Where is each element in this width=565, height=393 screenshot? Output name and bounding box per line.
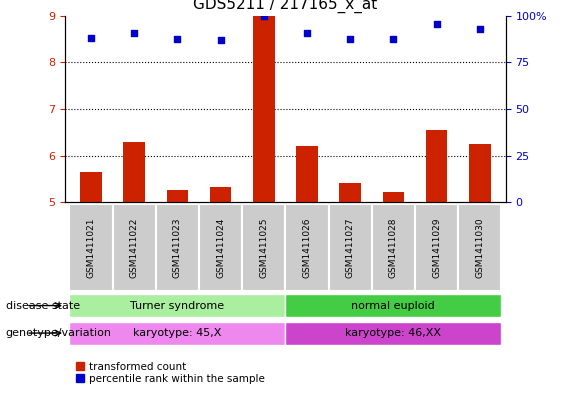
- Bar: [285, 204, 328, 291]
- Bar: [253, 16, 275, 202]
- Bar: [340, 183, 361, 202]
- Text: GSM1411029: GSM1411029: [432, 217, 441, 278]
- Text: GSM1411022: GSM1411022: [129, 217, 138, 278]
- Bar: [285, 321, 501, 345]
- Bar: [69, 321, 285, 345]
- Bar: [210, 187, 231, 202]
- Text: normal euploid: normal euploid: [351, 301, 435, 310]
- Point: [173, 36, 182, 42]
- Title: GDS5211 / 217165_x_at: GDS5211 / 217165_x_at: [193, 0, 377, 13]
- Bar: [372, 204, 415, 291]
- Bar: [80, 172, 102, 202]
- Bar: [426, 130, 447, 202]
- Point: [216, 37, 225, 44]
- Text: GSM1411021: GSM1411021: [86, 217, 95, 278]
- Bar: [69, 294, 285, 317]
- Bar: [199, 204, 242, 291]
- Bar: [383, 192, 404, 202]
- Point: [432, 21, 441, 27]
- Bar: [458, 204, 501, 291]
- Point: [346, 36, 355, 42]
- Bar: [156, 204, 199, 291]
- Text: GSM1411027: GSM1411027: [346, 217, 355, 278]
- Point: [259, 13, 268, 19]
- Text: karyotype: 46,XX: karyotype: 46,XX: [345, 328, 441, 338]
- Bar: [69, 204, 112, 291]
- Text: GSM1411024: GSM1411024: [216, 217, 225, 278]
- Point: [302, 30, 311, 37]
- Bar: [328, 204, 372, 291]
- Bar: [123, 142, 145, 202]
- Text: GSM1411025: GSM1411025: [259, 217, 268, 278]
- Text: GSM1411028: GSM1411028: [389, 217, 398, 278]
- Bar: [296, 146, 318, 202]
- Point: [475, 26, 484, 32]
- Bar: [167, 190, 188, 202]
- Bar: [415, 204, 458, 291]
- Text: GSM1411026: GSM1411026: [302, 217, 311, 278]
- Text: Turner syndrome: Turner syndrome: [131, 301, 224, 310]
- Text: genotype/variation: genotype/variation: [6, 328, 112, 338]
- Point: [129, 30, 138, 37]
- Point: [86, 35, 95, 41]
- Text: GSM1411030: GSM1411030: [475, 217, 484, 278]
- Text: GSM1411023: GSM1411023: [173, 217, 182, 278]
- Bar: [285, 294, 501, 317]
- Legend: transformed count, percentile rank within the sample: transformed count, percentile rank withi…: [70, 357, 269, 388]
- Bar: [242, 204, 285, 291]
- Point: [389, 36, 398, 42]
- Text: disease state: disease state: [6, 301, 80, 310]
- Bar: [112, 204, 156, 291]
- Bar: [469, 144, 490, 202]
- Text: karyotype: 45,X: karyotype: 45,X: [133, 328, 221, 338]
